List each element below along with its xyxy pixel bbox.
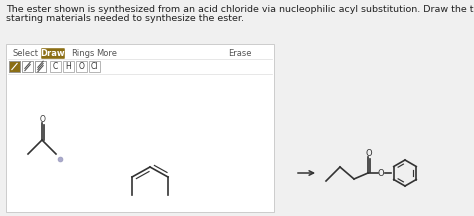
Bar: [22, 61, 33, 72]
Bar: [89, 61, 100, 72]
Text: O: O: [79, 62, 84, 71]
FancyBboxPatch shape: [41, 48, 65, 59]
Text: H: H: [65, 62, 72, 71]
Bar: [35, 61, 46, 72]
Text: C: C: [53, 62, 58, 71]
Text: Cl: Cl: [91, 62, 98, 71]
Text: Draw: Draw: [41, 49, 65, 58]
Bar: [6, 44, 274, 212]
Text: O: O: [40, 114, 46, 124]
Text: O: O: [378, 170, 384, 178]
Bar: [35, 61, 46, 72]
Bar: [22, 61, 33, 72]
Bar: [9, 61, 20, 72]
Text: More: More: [97, 49, 118, 57]
Text: O: O: [365, 149, 372, 157]
Bar: [76, 61, 87, 72]
Text: starting materials needed to synthesize the ester.: starting materials needed to synthesize …: [6, 14, 244, 23]
Bar: [63, 61, 74, 72]
Bar: [9, 61, 20, 72]
Text: Select: Select: [13, 49, 39, 57]
Text: The ester shown is synthesized from an acid chloride via nucleophilic acyl subst: The ester shown is synthesized from an a…: [6, 5, 474, 14]
Bar: [50, 61, 61, 72]
Text: Erase: Erase: [228, 49, 252, 57]
Text: Rings: Rings: [71, 49, 95, 57]
